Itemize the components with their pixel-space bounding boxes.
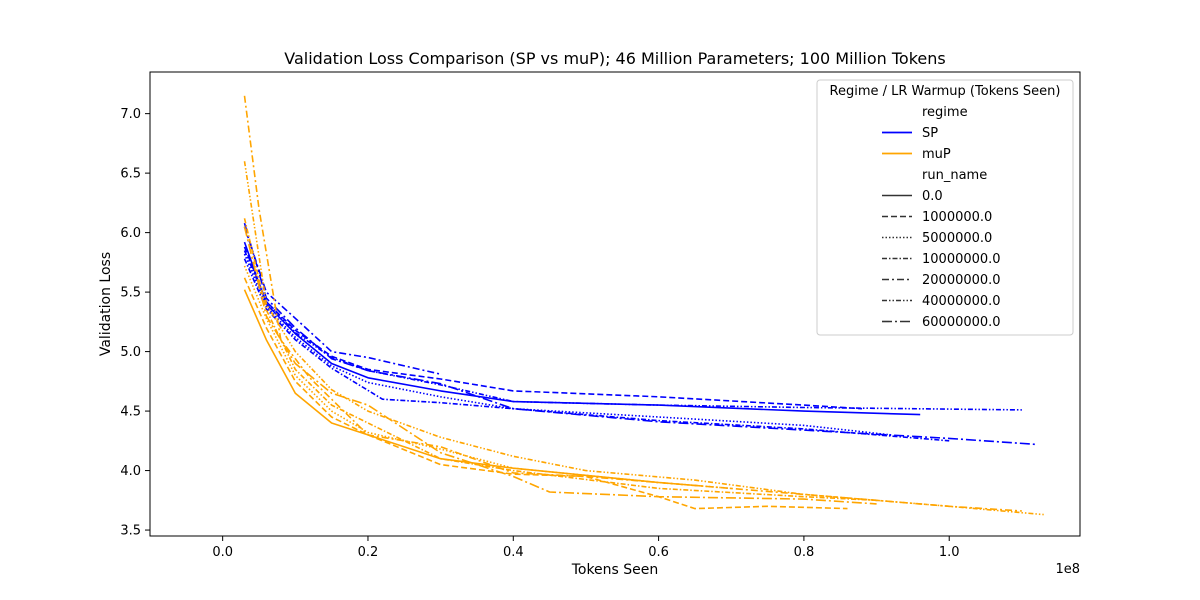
x-tick-label: 0.4	[503, 545, 524, 560]
y-tick-label: 3.5	[120, 524, 141, 539]
y-tick-label: 7.0	[120, 107, 141, 122]
legend-header-regime: regime	[922, 105, 968, 120]
legend-header-run-name: run_name	[922, 168, 987, 183]
series-line-sp-0-0	[243, 241, 921, 416]
x-tick-label: 0.2	[358, 545, 379, 560]
series-line-sp-1000000-0	[243, 246, 863, 410]
x-axis: 0.0 0.2 0.4 0.6 0.8 1.0	[212, 536, 960, 560]
chart-title: Validation Loss Comparison (SP vs muP); …	[284, 49, 945, 68]
y-axis: 3.5 4.0 4.5 5.0 5.5 6.0 6.5 7.0	[120, 107, 150, 539]
plot-area	[243, 95, 1044, 516]
y-tick-label: 6.5	[120, 167, 141, 182]
legend-label-mup: muP	[922, 147, 951, 162]
x-tick-label: 0.6	[648, 545, 669, 560]
x-tick-label: 0.0	[212, 545, 233, 560]
series-line-mup-60000000-0	[243, 226, 877, 505]
series-line-mup-40000000-0	[243, 161, 1044, 516]
y-tick-label: 5.0	[120, 345, 141, 360]
series-line-mup-20000000-0	[243, 95, 1022, 512]
x-tick-label: 1.0	[939, 545, 960, 560]
y-tick-label: 4.0	[120, 464, 141, 479]
y-tick-label: 4.5	[120, 405, 141, 420]
legend-label-run: 10000000.0	[922, 252, 1001, 267]
legend-title: Regime / LR Warmup (Tokens Seen)	[830, 84, 1061, 99]
legend: Regime / LR Warmup (Tokens Seen) regime SP…	[816, 79, 1074, 336]
y-tick-label: 5.5	[120, 286, 141, 301]
x-axis-offset-label: 1e8	[1055, 562, 1080, 577]
legend-label-run: 20000000.0	[922, 273, 1001, 288]
series-line-sp-10000000-0	[243, 258, 950, 442]
series-line-sp-5000000-0	[243, 253, 892, 436]
legend-label-sp: SP	[922, 126, 938, 141]
series-line-mup-5000000-0	[243, 265, 732, 490]
legend-label-run: 1000000.0	[922, 210, 992, 225]
y-axis-label: Validation Loss	[98, 252, 114, 356]
legend-box	[816, 79, 1074, 336]
series-line-sp-20000000-0	[243, 226, 441, 375]
plot-frame	[149, 71, 1081, 537]
y-tick-label: 6.0	[120, 226, 141, 241]
legend-label-run: 5000000.0	[922, 231, 992, 246]
legend-label-run: 0.0	[922, 189, 943, 204]
x-tick-label: 0.8	[794, 545, 815, 560]
legend-label-run: 40000000.0	[922, 294, 1001, 309]
x-axis-label: Tokens Seen	[571, 562, 659, 578]
legend-label-run: 60000000.0	[922, 315, 1001, 330]
series-line-sp-60000000-0	[243, 222, 1037, 446]
